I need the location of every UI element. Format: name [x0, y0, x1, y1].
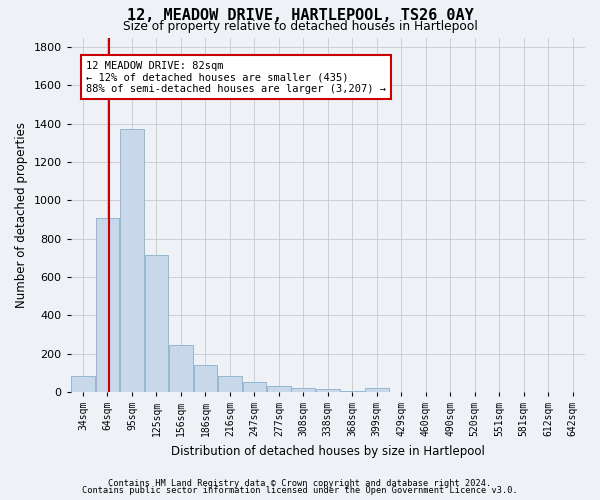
Bar [194, 365, 217, 392]
Text: Contains HM Land Registry data © Crown copyright and database right 2024.: Contains HM Land Registry data © Crown c… [109, 478, 491, 488]
Bar [242, 382, 266, 392]
Bar [95, 218, 119, 392]
Bar [169, 345, 193, 392]
Bar [316, 389, 340, 392]
Bar [145, 255, 169, 392]
Bar [120, 130, 144, 392]
Bar [267, 386, 291, 392]
Y-axis label: Number of detached properties: Number of detached properties [15, 122, 28, 308]
Bar [292, 388, 315, 392]
Text: 12 MEADOW DRIVE: 82sqm
← 12% of detached houses are smaller (435)
88% of semi-de: 12 MEADOW DRIVE: 82sqm ← 12% of detached… [86, 60, 386, 94]
Text: Contains public sector information licensed under the Open Government Licence v3: Contains public sector information licen… [82, 486, 518, 495]
Bar [365, 388, 389, 392]
Text: 12, MEADOW DRIVE, HARTLEPOOL, TS26 0AY: 12, MEADOW DRIVE, HARTLEPOOL, TS26 0AY [127, 8, 473, 24]
X-axis label: Distribution of detached houses by size in Hartlepool: Distribution of detached houses by size … [171, 444, 485, 458]
Text: Size of property relative to detached houses in Hartlepool: Size of property relative to detached ho… [122, 20, 478, 33]
Bar [71, 376, 95, 392]
Bar [340, 391, 364, 392]
Bar [218, 376, 242, 392]
